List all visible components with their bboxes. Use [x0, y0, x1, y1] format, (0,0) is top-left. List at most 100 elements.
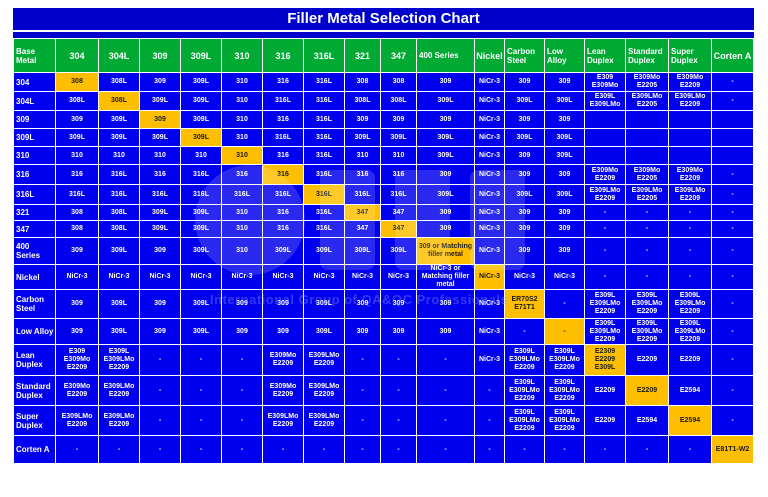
- cell-310-400-series: 309L: [416, 146, 475, 165]
- cell-316l-carbon-steel: 309L: [504, 184, 545, 205]
- cell-lean-duplex-309: -: [139, 344, 181, 376]
- cell-321-316l: 316L: [303, 204, 345, 221]
- table-row: 316 316 316L 316 316L 316 316 316L 316 316 309 NiCr…: [13, 164, 754, 185]
- column-header-carbon-steel: Carbon Steel: [504, 38, 545, 73]
- cell-carbon-steel-304l: 309L: [98, 289, 140, 319]
- cell-carbon-steel-309l: 309L: [180, 289, 222, 319]
- cell-corten-a-carbon-steel: -: [504, 435, 545, 464]
- cell-309l-corten-a: [711, 128, 754, 147]
- column-header-316: 316: [262, 38, 304, 73]
- cell-corten-a-321: -: [344, 435, 381, 464]
- cell-347-310: 310: [221, 220, 263, 238]
- cell-309l-400-series: 309L: [416, 128, 475, 147]
- cell-standard-duplex-321: -: [344, 375, 381, 406]
- cell-corten-a-super-duplex: -: [668, 435, 712, 464]
- cell-304l-321: 308L: [344, 91, 381, 111]
- cell-corten-a-nickel: -: [474, 435, 505, 464]
- cell-nickel-304l: NiCr-3: [98, 264, 140, 290]
- cell-304l-nickel: NiCr-3: [474, 91, 505, 111]
- cell-309-310: 310: [221, 110, 263, 129]
- cell-carbon-steel-lean-duplex: E309L E309LMo E2209: [584, 289, 626, 319]
- cell-400-series-low-alloy: 309: [544, 237, 585, 265]
- cell-310-304: 310: [55, 146, 99, 165]
- cell-lean-duplex-347: -: [380, 344, 417, 376]
- cell-standard-duplex-low-alloy: E309L E309LMo E2209: [544, 375, 585, 406]
- cell-309l-304: 309L: [55, 128, 99, 147]
- cell-nickel-standard-duplex: -: [625, 264, 669, 290]
- cell-310-309l: 310: [180, 146, 222, 165]
- row-header-309l: 309L: [13, 128, 56, 147]
- cell-321-400-series: 309: [416, 204, 475, 221]
- cell-corten-a-400-series: -: [416, 435, 475, 464]
- cell-low-alloy-400-series: 309: [416, 318, 475, 345]
- cell-309l-309l: 309L: [180, 128, 222, 147]
- cell-316-347: 316: [380, 164, 417, 185]
- cell-carbon-steel-low-alloy: -: [544, 289, 585, 319]
- cell-309l-304l: 309L: [98, 128, 140, 147]
- cell-304-347: 308: [380, 72, 417, 92]
- cell-corten-a-standard-duplex: -: [625, 435, 669, 464]
- cell-347-309: 309L: [139, 220, 181, 238]
- cell-316-400-series: 309: [416, 164, 475, 185]
- column-header-310: 310: [221, 38, 263, 73]
- cell-corten-a-316l: -: [303, 435, 345, 464]
- cell-309-304l: 309L: [98, 110, 140, 129]
- cell-347-304: 308: [55, 220, 99, 238]
- cell-316l-347: 316L: [380, 184, 417, 205]
- cell-standard-duplex-304l: E309LMo E2209: [98, 375, 140, 406]
- cell-321-carbon-steel: 309: [504, 204, 545, 221]
- cell-nickel-309l: NiCr-3: [180, 264, 222, 290]
- cell-low-alloy-corten-a: -: [711, 318, 754, 345]
- cell-321-321: 347: [344, 204, 381, 221]
- cell-carbon-steel-310: 309: [221, 289, 263, 319]
- column-header-321: 321: [344, 38, 381, 73]
- cell-316l-304l: 316L: [98, 184, 140, 205]
- column-header-309l: 309L: [180, 38, 222, 73]
- cell-309-corten-a: [711, 110, 754, 129]
- cell-316-321: 316: [344, 164, 381, 185]
- cell-lean-duplex-lean-duplex: E2309 E2209 E309L: [584, 344, 626, 376]
- row-header-400-series: 400 Series: [13, 237, 56, 265]
- cell-lean-duplex-standard-duplex: E2209: [625, 344, 669, 376]
- cell-316-304: 316: [55, 164, 99, 185]
- cell-316-309l: 316L: [180, 164, 222, 185]
- cell-347-low-alloy: 309: [544, 220, 585, 238]
- cell-nickel-321: NiCr-3: [344, 264, 381, 290]
- cell-309l-standard-duplex: [625, 128, 669, 147]
- cell-304l-310: 310: [221, 91, 263, 111]
- cell-304l-400-series: 309L: [416, 91, 475, 111]
- column-header-304l: 304L: [98, 38, 140, 73]
- cell-316-low-alloy: 309: [544, 164, 585, 185]
- cell-310-super-duplex: [668, 146, 712, 165]
- cell-corten-a-310: -: [221, 435, 263, 464]
- cell-lean-duplex-304l: E309L E309LMo E2209: [98, 344, 140, 376]
- cell-309-309l: 309L: [180, 110, 222, 129]
- cell-316l-309l: 316L: [180, 184, 222, 205]
- cell-310-309: 310: [139, 146, 181, 165]
- column-header-super-duplex: Super Duplex: [668, 38, 712, 73]
- cell-super-duplex-304: E309LMo E2209: [55, 405, 99, 436]
- cell-lean-duplex-316l: E309LMo E2209: [303, 344, 345, 376]
- cell-nickel-309: NiCr-3: [139, 264, 181, 290]
- row-header-nickel: Nickel: [13, 264, 56, 290]
- row-header-carbon-steel: Carbon Steel: [13, 289, 56, 319]
- cell-nickel-304: NiCr-3: [55, 264, 99, 290]
- row-header-316: 316: [13, 164, 56, 185]
- cell-lean-duplex-corten-a: -: [711, 344, 754, 376]
- cell-321-304: 308: [55, 204, 99, 221]
- cell-309-316: 316: [262, 110, 304, 129]
- cell-corten-a-347: -: [380, 435, 417, 464]
- cell-309-super-duplex: [668, 110, 712, 129]
- cell-400-series-carbon-steel: 309: [504, 237, 545, 265]
- cell-low-alloy-standard-duplex: E309L E309LMo E2209: [625, 318, 669, 345]
- cell-316l-316l: 316L: [303, 184, 345, 205]
- cell-304-carbon-steel: 309: [504, 72, 545, 92]
- cell-304l-316l: 316L: [303, 91, 345, 111]
- row-header-super-duplex: Super Duplex: [13, 405, 56, 436]
- cell-304-316: 316: [262, 72, 304, 92]
- cell-310-lean-duplex: [584, 146, 626, 165]
- table-row: 304L 308L 308L 309L 309L 310 316L 316L 308L 308L 3…: [13, 91, 754, 111]
- cell-309-standard-duplex: [625, 110, 669, 129]
- cell-nickel-carbon-steel: NiCr-3: [504, 264, 545, 290]
- cell-309-309: 309: [139, 110, 181, 129]
